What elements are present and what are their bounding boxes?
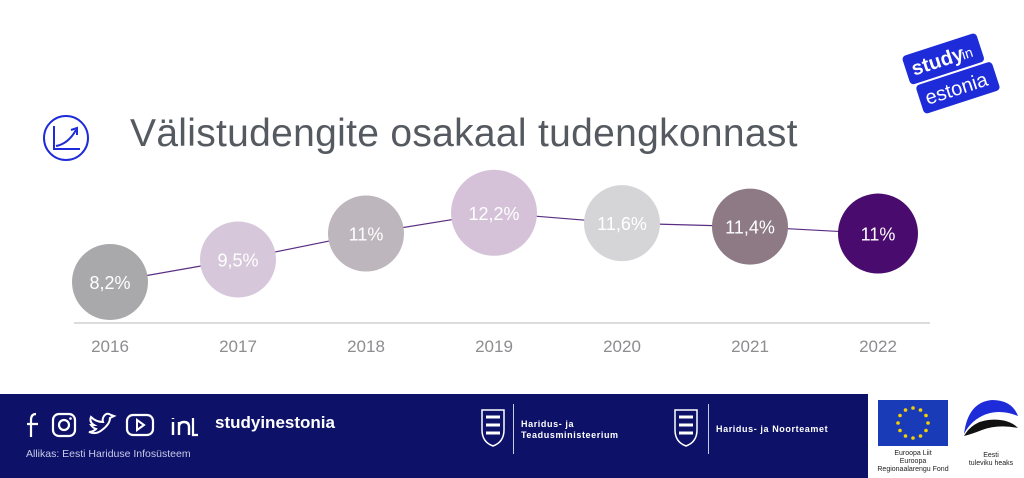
x-tick-label: 2016 [91,337,129,356]
ministry-education-name: Haridus- ja Teadusministeerium [521,419,619,441]
logo-in: in [959,44,974,63]
data-label-2020: 11,6% [597,214,647,234]
facebook-icon[interactable] [22,410,44,440]
data-label-2022: 11% [861,225,896,245]
bubble-2016 [72,244,148,320]
eu-star [898,428,902,433]
data-label-2021: 11,4% [725,218,775,238]
page-title: Välistudengite osakaal tudengkonnast [130,112,798,155]
eu-star [918,434,923,438]
ee-text-line-1: Eesti [983,452,999,459]
data-label-2018: 11% [349,225,384,245]
divider [708,404,709,454]
eu-star [924,413,928,418]
eu-star [911,436,915,440]
twitter-icon[interactable] [86,410,118,440]
estonian-crest-icon [481,409,505,447]
ee-text-line-2: tuleviku heaks [968,460,1014,467]
x-tick-label: 2022 [859,337,897,356]
bubble-2022 [838,193,918,274]
source-text: Allikas: Eesti Hariduse Infosüsteem [26,448,191,460]
eu-text-line-1: Euroopa Liit [894,450,932,457]
eu-star [903,408,908,412]
x-tick-label: 2021 [731,337,769,356]
brand-text[interactable]: studyinestonia [215,413,335,432]
bubble-2018 [328,195,404,272]
x-tick-label: 2019 [475,337,513,356]
estonia-future-logo: Eesti tuleviku heaks [958,394,1024,478]
chart: 8,2% 9,5% 11% 12,2% 11,6% 11,4% 11% 2016 2017 20… [72,169,930,356]
eu-star [926,421,930,425]
ministry-line-2: Teadusministeerium [521,430,619,440]
youtube-icon[interactable] [124,410,156,440]
eu-star [898,413,902,418]
data-label-2016: 8,2% [89,273,130,293]
bubble-2021 [712,188,788,265]
footer: studyinestonia Allikas: Eesti Hariduse I… [0,394,1024,478]
eu-star [896,421,900,425]
eu-fund-logo: Euroopa Liit Euroopa Regionaalarengu Fon… [868,394,958,478]
estonian-crest-icon [674,409,698,447]
study-in-estonia-logo: study in estonia [902,33,1000,114]
x-tick-label: 2017 [219,337,257,356]
instagram-icon[interactable] [50,410,78,440]
eu-star [924,428,928,433]
bubble-2019 [451,169,537,256]
eu-text-line-3: Regionaalarengu Fond [877,466,949,473]
x-tick-label: 2020 [603,337,641,356]
bubble-2020 [584,185,660,262]
x-tick-label: 2018 [347,337,385,356]
divider [513,404,514,454]
eu-star [903,434,908,438]
eu-text-line-2: Euroopa [899,458,927,465]
growth-chart-icon [43,115,89,161]
eu-star [918,408,923,412]
linkedin-icon[interactable] [168,410,200,440]
estonia-swoosh-icon [964,400,1018,436]
ministry-line-1: Haridus- ja [521,419,575,429]
bubble-2017 [200,221,276,298]
data-label-2017: 9,5% [217,251,258,271]
eu-star [911,406,915,410]
eu-flag-icon [878,400,948,446]
data-label-2019: 12,2% [468,204,519,224]
education-youth-board-name: Haridus- ja Noorteamet [716,424,829,434]
